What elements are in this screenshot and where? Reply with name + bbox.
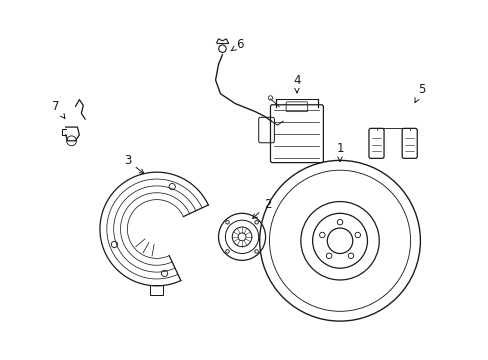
- Text: 3: 3: [123, 154, 143, 174]
- Bar: [150, 285, 163, 294]
- Text: 5: 5: [414, 83, 424, 103]
- Text: 6: 6: [231, 38, 244, 51]
- Text: 7: 7: [52, 100, 65, 118]
- Text: 4: 4: [293, 73, 300, 93]
- Text: 2: 2: [252, 198, 271, 219]
- Text: 1: 1: [336, 142, 343, 161]
